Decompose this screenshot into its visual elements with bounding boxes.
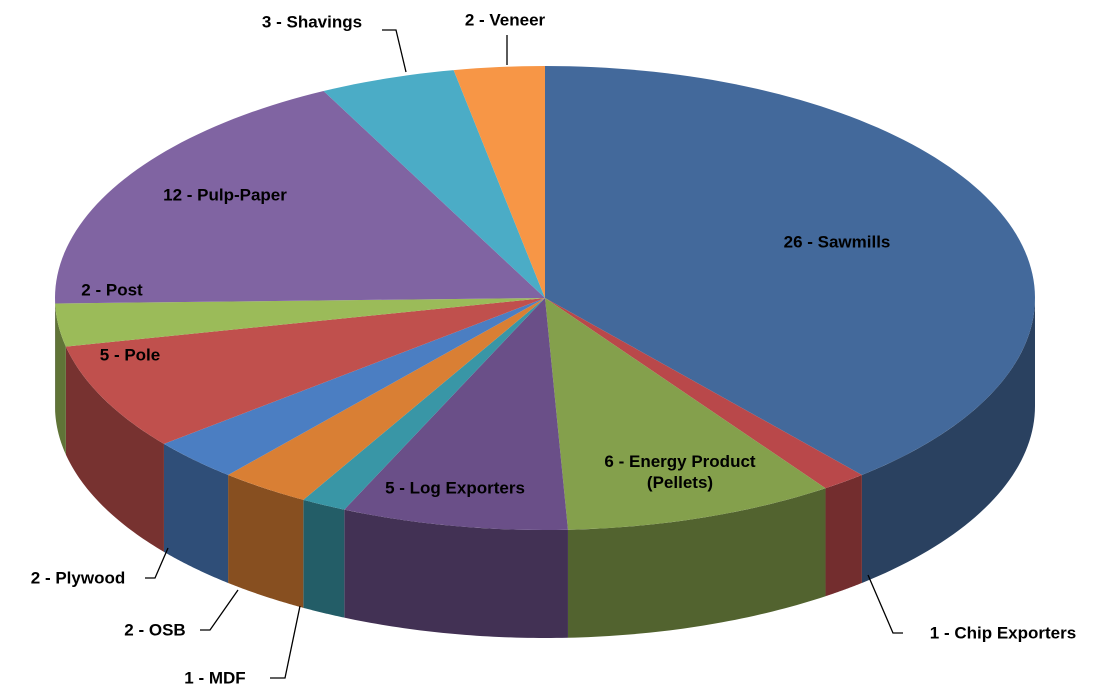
leader-line <box>145 548 168 578</box>
data-label: 2 - Plywood <box>31 568 125 589</box>
data-label: 12 - Pulp-Paper <box>163 185 287 206</box>
data-label: 5 - Log Exporters <box>385 478 525 499</box>
data-label: 2 - OSB <box>124 620 185 641</box>
data-label: 5 - Pole <box>100 345 160 366</box>
leader-line <box>868 575 903 633</box>
data-label: 3 - Shavings <box>262 12 362 33</box>
data-label: 2 - Veneer <box>465 10 545 31</box>
data-label: 26 - Sawmills <box>784 232 891 253</box>
data-label: 1 - MDF <box>184 668 245 689</box>
leader-line <box>200 590 238 630</box>
leader-line <box>270 606 300 678</box>
leader-line <box>382 30 406 72</box>
data-label: 2 - Post <box>81 280 142 301</box>
slice-side <box>303 500 344 618</box>
slice-side <box>826 475 862 596</box>
data-label: 6 - Energy Product (Pellets) <box>580 451 780 493</box>
data-label: 1 - Chip Exporters <box>930 623 1076 644</box>
